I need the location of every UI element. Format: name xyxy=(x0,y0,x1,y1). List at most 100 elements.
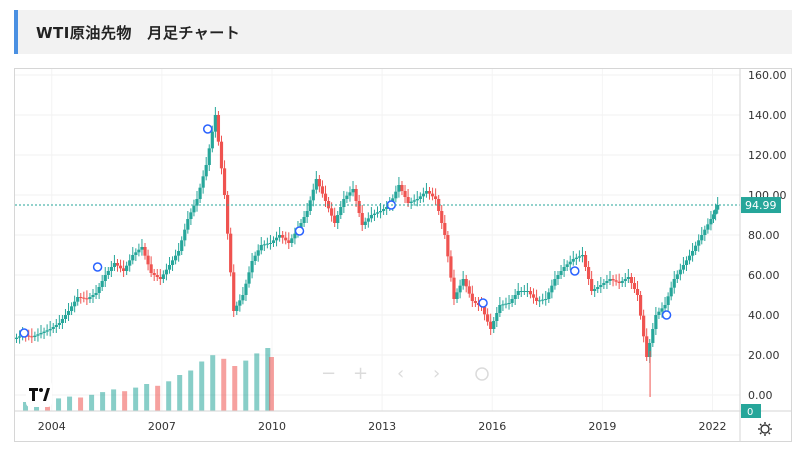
candle-body xyxy=(348,192,352,196)
volume-bar xyxy=(78,397,84,411)
candle-body xyxy=(180,240,184,251)
candle-body xyxy=(330,208,334,216)
y-tick-label: 20.00 xyxy=(748,349,780,362)
candle-body xyxy=(17,336,22,338)
candle-body xyxy=(458,285,462,293)
y-tick-label: 120.00 xyxy=(748,149,787,162)
candle-body xyxy=(486,314,490,322)
event-marker[interactable] xyxy=(19,328,29,338)
candle-body xyxy=(100,281,104,287)
volume-tag-label: 0 xyxy=(747,407,753,418)
plus-icon[interactable]: + xyxy=(353,363,368,384)
candle-body xyxy=(501,304,505,306)
candle-body xyxy=(339,207,343,215)
candle-body xyxy=(446,235,450,257)
candle-body xyxy=(706,224,710,230)
candle-body xyxy=(290,238,294,243)
candle-body xyxy=(14,337,19,339)
candle-body xyxy=(125,265,129,271)
event-marker[interactable] xyxy=(92,262,103,272)
candle-body xyxy=(614,280,618,282)
candle-body xyxy=(513,295,517,299)
candle-body xyxy=(323,193,328,201)
candle-body xyxy=(415,199,419,201)
candle-body xyxy=(470,293,474,301)
candle-body xyxy=(222,168,227,195)
candle-body xyxy=(183,229,187,241)
candle-body xyxy=(164,269,169,275)
candle-body xyxy=(586,267,591,279)
candle-body xyxy=(519,291,523,292)
candle-body xyxy=(672,279,676,288)
candle-body xyxy=(687,255,692,261)
candle-body xyxy=(599,285,603,287)
candle-body xyxy=(118,265,123,269)
candle-body xyxy=(161,274,165,279)
candle-body xyxy=(440,211,444,223)
candle-body xyxy=(308,200,312,211)
candle-body xyxy=(632,283,637,289)
candle-body xyxy=(645,336,649,357)
candle-body xyxy=(403,191,407,197)
gear-icon[interactable] xyxy=(758,422,772,436)
event-marker[interactable] xyxy=(294,226,305,236)
chevron-left-icon[interactable]: ‹ xyxy=(397,363,404,384)
candle-body xyxy=(287,240,291,243)
candle-body xyxy=(654,315,658,329)
axis-group: 160.00140.00120.00100.0080.0060.0040.002… xyxy=(15,69,791,441)
x-tick-label: 2004 xyxy=(38,420,66,433)
minus-icon[interactable]: − xyxy=(321,363,336,384)
x-tick-label: 2007 xyxy=(148,420,176,433)
candle-body xyxy=(216,115,221,142)
event-marker[interactable] xyxy=(202,124,213,134)
candle-body xyxy=(617,281,621,283)
last-price-label: 94.99 xyxy=(745,199,777,212)
candle-body xyxy=(635,289,640,295)
chevron-right-icon[interactable]: › xyxy=(433,363,440,384)
candle-body xyxy=(73,301,77,307)
candle-body xyxy=(342,199,346,207)
candle-body xyxy=(79,297,83,298)
candle-body xyxy=(544,299,548,300)
candle-body xyxy=(608,279,612,281)
x-tick-label: 2016 xyxy=(478,420,506,433)
candle-body xyxy=(256,250,260,256)
candle-body xyxy=(713,209,718,215)
candle-body xyxy=(467,286,471,294)
volume-bar xyxy=(188,370,194,411)
candle-body xyxy=(244,283,248,295)
candle-body xyxy=(495,313,499,321)
price-chart[interactable]: 160.00140.00120.00100.0080.0060.0040.002… xyxy=(14,69,791,441)
reset-icon[interactable] xyxy=(475,367,489,381)
candle-body xyxy=(675,274,679,279)
candle-body xyxy=(271,240,276,243)
event-markers[interactable] xyxy=(19,124,672,338)
candle-body xyxy=(66,311,71,315)
candle-body xyxy=(663,305,667,309)
event-marker[interactable] xyxy=(661,310,672,320)
candle-body xyxy=(57,323,61,325)
candle-body xyxy=(250,261,254,273)
candle-body xyxy=(192,205,196,213)
chart-frame[interactable]: 160.00 140.00 120.00 100.00 80.00 60.00 40.00 2… xyxy=(14,68,792,442)
volume-bar xyxy=(144,384,150,411)
candle-body xyxy=(213,115,217,132)
volume-bar xyxy=(254,353,260,411)
candle-body xyxy=(219,141,224,169)
candle-body xyxy=(602,283,606,285)
candle-body xyxy=(629,277,634,283)
candle-body xyxy=(690,251,695,256)
event-marker[interactable] xyxy=(570,266,580,276)
candle-body xyxy=(76,297,80,302)
event-marker[interactable] xyxy=(478,298,488,308)
candle-body xyxy=(492,321,496,329)
volume-bar xyxy=(177,375,183,411)
candle-body xyxy=(385,207,389,209)
candle-body xyxy=(482,307,487,315)
candle-body xyxy=(155,275,159,277)
candle-body xyxy=(452,277,456,299)
candle-body xyxy=(259,245,263,251)
tradingview-logo-icon[interactable] xyxy=(26,381,52,407)
candle-body xyxy=(657,311,661,315)
candle-body xyxy=(443,223,447,235)
